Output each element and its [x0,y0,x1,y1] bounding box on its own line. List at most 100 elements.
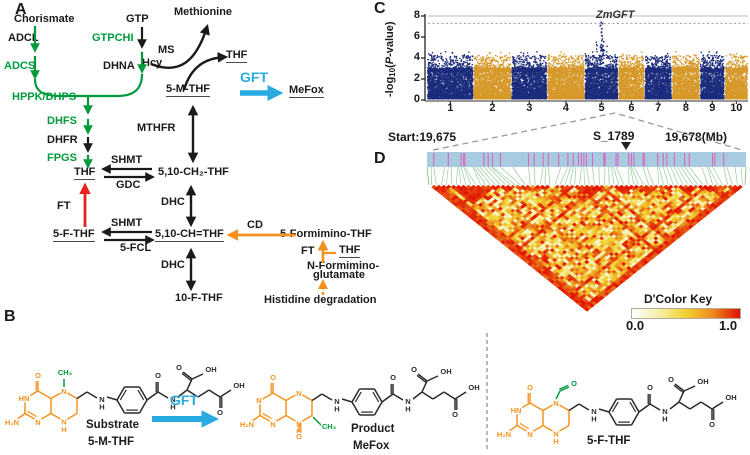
enzyme-mthfr: MTHFR [137,122,176,134]
atom-label-oh: OH [697,377,708,386]
node-5fthf: 5-F-THF [53,228,95,242]
color-key-min: 0.0 [626,318,645,333]
atom-label-o: O [155,371,161,380]
enzyme-5fcl: 5-FCL [120,242,152,254]
enzyme-ms: MS [158,44,175,56]
atom-label-o: O [452,410,458,419]
atom-label-o: O [296,432,302,441]
manhattan-plot-canvas [408,4,750,116]
color-key-gradient-bar [631,308,741,319]
caption-5fthf: 5-F-THF [587,435,631,447]
enzyme-dhc1: DHC [161,196,185,208]
node-nformimino-1: N-Formimino- [307,260,380,272]
chrom-label-5: 5 [598,102,605,114]
enzyme-cd: CD [247,219,263,231]
atom-label-o: O [411,365,417,374]
node-5mthf: 5-M-THF [166,83,210,97]
atom-label-n: N [296,389,301,398]
caption-5mthf: 5-M-THF [88,436,134,448]
atom-label-oh: OH [233,381,244,390]
atom-label-ch3: CH₃ [322,422,337,431]
atom-label-h2n: H₂N [497,430,511,439]
atom-label-h2n: H₂N [240,420,254,429]
atom-label-h: H [405,405,410,414]
enzyme-shmt2: SHMT [111,217,143,229]
node-thf-mid: THF [74,166,96,180]
merge-right-curve [88,73,144,98]
atom-label-n: N [334,397,339,406]
node-chthf: 5,10-CH=THF [155,228,224,242]
atom-label-n: N [270,420,275,429]
enzyme-shmt1: SHMT [111,154,143,166]
node-histidine-degradation: Histidine degradation [264,294,377,306]
enzyme-ft2: FT [301,245,315,257]
atom-label-n: N [35,418,40,427]
y-tick-2: 2 [413,72,420,84]
atom-label-n: N [527,430,532,439]
atom-label-n: N [662,407,667,416]
enzyme-hppk-dhps: HPPK/DHPS [12,91,77,103]
enzyme-adcl: ADCL [8,32,39,44]
panel-c-label: C [374,0,386,17]
enzyme-dhfs: DHFS [47,115,77,127]
lead-snp-label: S_1789 [593,129,635,143]
atom-label-h: H [591,415,596,424]
chrom-label-3: 3 [526,102,533,114]
chrom-label-2: 2 [489,102,496,114]
node-10fthf: 10-F-THF [175,292,223,304]
atom-label-ch3: CH₃ [58,368,73,377]
atom-label-o: O [571,379,577,388]
enzyme-gft-b: GFT [170,392,198,408]
node-nformimino-2: glutamate [313,269,365,281]
atom-label-n: N [553,430,558,439]
color-key-max: 1.0 [719,318,738,333]
atom-label-n: N [553,399,558,408]
chrom-label-9: 9 [709,102,716,114]
atom-label-h: H [553,437,558,446]
color-key-title: D'Color Key [644,292,713,306]
atom-label-n: N [61,387,66,396]
region-end-label: 19,678(Mb) [665,130,728,144]
chrom-label-1: 1 [447,102,454,114]
node-gtp: GTP [126,13,149,25]
atom-label-h: H [296,427,301,436]
atom-label-hn: HN [511,406,522,415]
atom-label-o: O [217,408,223,417]
atom-label-o: O [390,373,396,382]
atom-label-oh: OH [468,383,479,392]
node-5formimino: 5-Formimino-THF [280,228,372,240]
ld-heatmap-canvas [426,151,748,317]
atom-label-h: H [99,403,104,412]
chrom-label-7: 7 [655,102,662,114]
y-axis-title: -log10(P-value) [384,21,397,97]
panel-d-label: D [374,150,386,167]
node-thf-right: THF [339,244,361,258]
y-tick-4: 4 [413,51,420,63]
gene-label-zmgft: ZmGFT [596,9,635,21]
atom-label-oh: OH [725,393,736,402]
node-dhna: DHNA [103,60,135,72]
y-tick-0: 0 [413,93,420,105]
enzyme-adcs: ADCS [4,60,36,72]
node-mefox: MeFox [289,84,324,98]
panel-a-label: A [15,1,27,18]
atom-label-h: H [61,425,66,434]
atom-label-hn: HN [19,394,30,403]
atom-label-h: H [334,405,339,414]
node-chorismate: Chorismate [14,13,75,25]
caption-product: Product [351,423,395,435]
node-methionine: Methionine [174,6,233,18]
lead-snp-marker-icon [621,142,631,150]
atom-label-n: N [99,395,104,404]
atom-label-o: O [647,383,653,392]
atom-label-h: H [662,415,667,424]
enzyme-dhfr: DHFR [47,134,78,146]
enzyme-gtpchi: GTPCHI [92,32,134,44]
atom-label-o: O [527,383,533,392]
chrom-label-6: 6 [628,102,635,114]
chrom-label-8: 8 [682,102,689,114]
enzyme-gdc: GDC [116,179,141,191]
atom-label-oh: OH [205,365,216,374]
atom-label-o: O [668,375,674,384]
